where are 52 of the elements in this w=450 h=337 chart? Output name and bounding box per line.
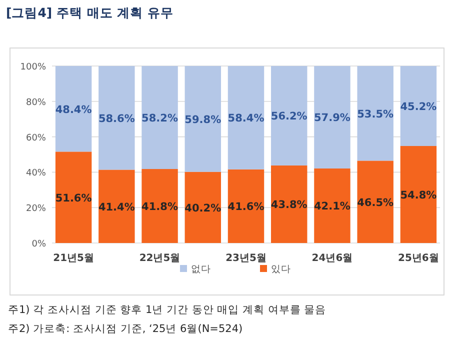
y-tick-label: 60%	[26, 133, 46, 144]
data-label: 40.2%	[184, 202, 222, 214]
bar	[228, 66, 264, 170]
y-tick-label: 80%	[26, 98, 46, 108]
data-label: 43.8%	[270, 199, 308, 212]
data-label: 42.1%	[314, 200, 351, 213]
data-label: 53.5%	[357, 108, 394, 120]
data-label: 58.4%	[228, 112, 265, 125]
bar	[98, 66, 135, 170]
bar	[400, 146, 437, 243]
bar	[271, 165, 308, 243]
x-tick-label: 25년6월	[398, 253, 439, 264]
legend-label: 있다	[271, 264, 291, 275]
bar	[271, 66, 308, 166]
x-tick-label: 21년5월	[53, 253, 94, 264]
data-label: 45.2%	[400, 101, 438, 113]
bar	[98, 170, 135, 243]
chart-title: [그림4] 주택 매도 계획 유무	[6, 5, 174, 20]
data-label: 48.4%	[55, 104, 92, 116]
data-label: 51.6%	[55, 192, 92, 204]
bar	[184, 66, 221, 172]
bar	[142, 66, 178, 170]
data-label: 56.2%	[270, 110, 308, 123]
data-label: 57.9%	[314, 112, 351, 124]
data-label: 58.2%	[142, 112, 178, 125]
bar	[357, 160, 394, 243]
text: 주1) 각 조사시점 기준 향후 1년 기간 동안 매입 계획 여부를 물음	[8, 304, 326, 316]
bar	[55, 152, 92, 243]
bar	[400, 66, 437, 146]
data-label: 41.8%	[142, 201, 178, 214]
x-tick-label: 24년6월	[312, 253, 353, 264]
data-label: 59.8%	[184, 114, 222, 126]
bar	[55, 66, 92, 152]
y-tick-label: 0%	[32, 240, 46, 250]
x-tick-label: 22년5월	[139, 253, 180, 264]
data-label: 58.6%	[98, 112, 136, 125]
x-tick-label: 23년5월	[226, 253, 266, 264]
y-tick-label: 100%	[20, 62, 46, 72]
legend-label: 없다	[191, 264, 211, 275]
bar	[314, 66, 350, 168]
bar	[142, 169, 178, 243]
bar	[357, 66, 394, 161]
data-label: 41.6%	[228, 201, 265, 214]
data-label: 41.4%	[98, 201, 136, 214]
y-tick-label: 20%	[26, 204, 46, 214]
data-label: 54.8%	[400, 190, 438, 202]
bar	[314, 168, 350, 243]
text: 주2) 가로축: 조사시점 기준, ‘25년 6월(N=524)	[8, 323, 243, 335]
bar	[228, 169, 264, 243]
bar	[184, 172, 221, 243]
y-tick-label: 40%	[26, 168, 46, 179]
data-label: 46.5%	[357, 196, 394, 209]
